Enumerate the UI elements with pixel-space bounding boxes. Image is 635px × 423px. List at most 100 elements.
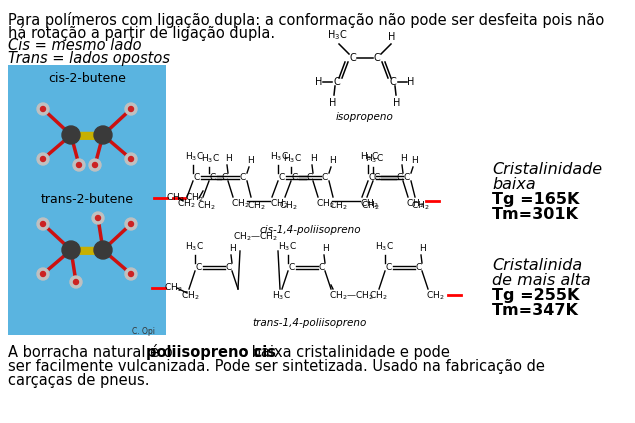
- Circle shape: [41, 157, 46, 162]
- Text: Tm=347K: Tm=347K: [492, 303, 579, 318]
- Text: CH$_2$: CH$_2$: [316, 197, 335, 209]
- Text: ser facilmente vulcanizada. Pode ser sintetizada. Usado na fabricação de: ser facilmente vulcanizada. Pode ser sin…: [8, 359, 545, 374]
- Text: trans-2-butene: trans-2-butene: [41, 193, 133, 206]
- Text: C: C: [196, 263, 202, 272]
- Text: C: C: [386, 263, 392, 272]
- Text: H$_3$C: H$_3$C: [360, 151, 379, 163]
- Text: C: C: [240, 173, 246, 181]
- Text: C: C: [279, 173, 285, 181]
- Text: C: C: [292, 173, 298, 181]
- Text: CH$_2$—CH$_2$: CH$_2$—CH$_2$: [329, 289, 374, 302]
- Circle shape: [41, 222, 46, 226]
- Circle shape: [125, 268, 137, 280]
- Circle shape: [125, 153, 137, 165]
- Text: C: C: [404, 173, 410, 181]
- Text: H: H: [322, 244, 329, 253]
- Text: isopropeno: isopropeno: [336, 112, 394, 122]
- Circle shape: [37, 218, 49, 230]
- Text: H: H: [229, 244, 236, 253]
- Text: H$_3$C: H$_3$C: [365, 153, 384, 165]
- Text: H: H: [310, 154, 317, 163]
- Text: Tg =165K: Tg =165K: [492, 192, 579, 207]
- Text: C: C: [226, 263, 232, 272]
- Text: poliisopreno cis: poliisopreno cis: [146, 345, 276, 360]
- Text: C: C: [319, 263, 325, 272]
- Circle shape: [125, 103, 137, 115]
- Circle shape: [41, 272, 46, 277]
- Text: C: C: [322, 173, 328, 181]
- Text: de mais alta: de mais alta: [492, 273, 591, 288]
- Text: H: H: [393, 98, 401, 108]
- Text: CH$_2$: CH$_2$: [247, 199, 265, 212]
- Text: trans-1,4-poliisopreno: trans-1,4-poliisopreno: [253, 318, 367, 328]
- Circle shape: [74, 280, 79, 285]
- Text: C: C: [374, 173, 380, 181]
- Text: Cristalinidade: Cristalinidade: [492, 162, 602, 177]
- Circle shape: [128, 222, 133, 226]
- Circle shape: [62, 241, 80, 259]
- Text: C: C: [333, 77, 340, 87]
- Circle shape: [62, 126, 80, 144]
- Text: C: C: [222, 173, 228, 181]
- Circle shape: [128, 107, 133, 112]
- Text: H: H: [225, 154, 232, 163]
- Text: CH$_2$: CH$_2$: [411, 199, 429, 212]
- Text: H$_3$C: H$_3$C: [283, 153, 302, 165]
- Text: H$_3$C: H$_3$C: [327, 28, 347, 42]
- Circle shape: [70, 276, 82, 288]
- Circle shape: [76, 162, 81, 168]
- Text: H: H: [389, 32, 396, 42]
- Circle shape: [89, 159, 101, 171]
- Text: C: C: [289, 263, 295, 272]
- Text: CH$_2$: CH$_2$: [360, 197, 378, 209]
- Text: A borracha natural é o: A borracha natural é o: [8, 345, 177, 360]
- Text: C. Opi: C. Opi: [132, 327, 155, 336]
- Text: C: C: [373, 53, 380, 63]
- Text: H: H: [419, 244, 425, 253]
- Text: H$_3$C: H$_3$C: [185, 151, 204, 163]
- Text: CH$_2$: CH$_2$: [406, 197, 425, 209]
- Text: CH$_2$: CH$_2$: [197, 199, 215, 212]
- Text: Cis = mesmo lado: Cis = mesmo lado: [8, 38, 142, 53]
- Text: H$_3$C: H$_3$C: [185, 241, 204, 253]
- Text: cis-1,4-poliisopreno: cis-1,4-poliisopreno: [259, 225, 361, 235]
- Text: H$_3$C: H$_3$C: [375, 241, 394, 253]
- Text: CH$_2$: CH$_2$: [166, 191, 185, 203]
- Circle shape: [94, 126, 112, 144]
- Circle shape: [93, 162, 98, 168]
- FancyBboxPatch shape: [8, 65, 166, 335]
- Text: há rotação a partir de ligação dupla.: há rotação a partir de ligação dupla.: [8, 25, 275, 41]
- Text: Trans = lados opostos: Trans = lados opostos: [8, 51, 170, 66]
- Text: H: H: [400, 154, 407, 163]
- Circle shape: [128, 272, 133, 277]
- Text: H$_3$C: H$_3$C: [272, 289, 291, 302]
- Text: C: C: [210, 173, 216, 181]
- Circle shape: [37, 268, 49, 280]
- Text: H: H: [407, 77, 415, 87]
- Text: H$_3$C: H$_3$C: [270, 151, 289, 163]
- Text: H$_3$C: H$_3$C: [201, 153, 220, 165]
- Text: Tg =255K: Tg =255K: [492, 288, 579, 303]
- Text: C: C: [369, 173, 375, 181]
- Text: CH$_2$: CH$_2$: [164, 281, 182, 294]
- Text: CH$_2$—CH$_2$: CH$_2$—CH$_2$: [233, 231, 278, 243]
- Text: C: C: [397, 173, 403, 181]
- Text: CH$_2$: CH$_2$: [279, 199, 298, 212]
- Text: : baixa cristalinidade e pode: : baixa cristalinidade e pode: [242, 345, 450, 360]
- Text: baixa: baixa: [492, 177, 536, 192]
- Text: CH$_2$: CH$_2$: [426, 289, 444, 302]
- Text: CH$_2$: CH$_2$: [270, 197, 288, 209]
- Text: CH$_2$: CH$_2$: [361, 199, 380, 212]
- Text: CH$_2$: CH$_2$: [329, 199, 347, 212]
- Text: Cristalinida: Cristalinida: [492, 258, 582, 273]
- Text: H$_3$C: H$_3$C: [278, 241, 297, 253]
- Text: Para polímeros com ligação dupla: a conformação não pode ser desfeita pois não: Para polímeros com ligação dupla: a conf…: [8, 12, 605, 28]
- Text: H: H: [411, 156, 418, 165]
- Circle shape: [95, 215, 100, 220]
- Text: C: C: [350, 53, 356, 63]
- Text: CH$_2$: CH$_2$: [369, 289, 387, 302]
- Circle shape: [73, 159, 85, 171]
- Text: C: C: [307, 173, 313, 181]
- Text: CH$_2$: CH$_2$: [177, 197, 196, 209]
- Text: CH$_2$: CH$_2$: [185, 191, 204, 203]
